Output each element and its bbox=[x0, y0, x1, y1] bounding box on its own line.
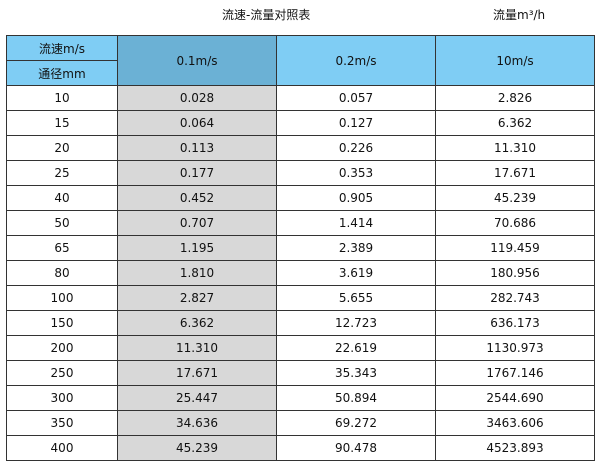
diameter-header: 通径mm bbox=[6, 60, 118, 86]
table-row: 100 2.827 5.655 282.743 bbox=[6, 285, 595, 311]
diameter-cell: 40 bbox=[6, 185, 118, 211]
flow-cell: 90.478 bbox=[276, 435, 436, 461]
column-header: 0.1m/s bbox=[117, 35, 277, 86]
diameter-cell: 20 bbox=[6, 135, 118, 161]
flow-cell: 1.414 bbox=[276, 210, 436, 236]
header-row: 流速m/s 0.1m/s 0.2m/s 10m/s bbox=[6, 35, 595, 86]
diameter-cell: 350 bbox=[6, 410, 118, 436]
diameter-cell: 100 bbox=[6, 285, 118, 311]
diameter-cell: 150 bbox=[6, 310, 118, 336]
header-row: 通径mm bbox=[6, 60, 595, 86]
flow-cell: 0.905 bbox=[276, 185, 436, 211]
flow-cell: 69.272 bbox=[276, 410, 436, 436]
table-row: 400 45.239 90.478 4523.893 bbox=[6, 435, 595, 461]
diameter-cell: 65 bbox=[6, 235, 118, 261]
flow-cell: 5.655 bbox=[276, 285, 436, 311]
flow-cell: 3.619 bbox=[276, 260, 436, 286]
diameter-cell: 400 bbox=[6, 435, 118, 461]
diameter-cell: 80 bbox=[6, 260, 118, 286]
table-row: 80 1.810 3.619 180.956 bbox=[6, 260, 595, 286]
table-row: 300 25.447 50.894 2544.690 bbox=[6, 385, 595, 411]
flow-cell: 0.353 bbox=[276, 160, 436, 186]
flow-cell: 12.723 bbox=[276, 310, 436, 336]
diameter-cell: 250 bbox=[6, 360, 118, 386]
flow-cell: 4523.893 bbox=[435, 435, 595, 461]
flow-cell: 0.113 bbox=[117, 135, 277, 161]
table-row: 200 11.310 22.619 1130.973 bbox=[6, 335, 595, 361]
flow-cell: 0.226 bbox=[276, 135, 436, 161]
diameter-cell: 10 bbox=[6, 85, 118, 111]
flow-cell: 0.127 bbox=[276, 110, 436, 136]
velocity-header: 流速m/s bbox=[6, 35, 118, 61]
flow-cell: 0.707 bbox=[117, 210, 277, 236]
flow-table: 流速m/s 0.1m/s 0.2m/s 10m/s 通径mm 10 0.028 0.… bbox=[6, 35, 595, 461]
flow-cell: 22.619 bbox=[276, 335, 436, 361]
table-row: 15 0.064 0.127 6.362 bbox=[6, 110, 595, 136]
table-row: 350 34.636 69.272 3463.606 bbox=[6, 410, 595, 436]
flow-cell: 25.447 bbox=[117, 385, 277, 411]
diameter-cell: 15 bbox=[6, 110, 118, 136]
column-header: 0.2m/s bbox=[276, 35, 436, 86]
table-row: 40 0.452 0.905 45.239 bbox=[6, 185, 595, 211]
flow-cell: 0.177 bbox=[117, 160, 277, 186]
flow-cell: 0.028 bbox=[117, 85, 277, 111]
column-header: 10m/s bbox=[435, 35, 595, 86]
flow-cell: 6.362 bbox=[435, 110, 595, 136]
flow-cell: 180.956 bbox=[435, 260, 595, 286]
flow-cell: 50.894 bbox=[276, 385, 436, 411]
flow-cell: 6.362 bbox=[117, 310, 277, 336]
flow-cell: 2.827 bbox=[117, 285, 277, 311]
table-row: 25 0.177 0.353 17.671 bbox=[6, 160, 595, 186]
flow-cell: 1767.146 bbox=[435, 360, 595, 386]
flow-cell: 45.239 bbox=[117, 435, 277, 461]
flow-cell: 2.389 bbox=[276, 235, 436, 261]
flow-cell: 17.671 bbox=[117, 360, 277, 386]
flow-cell: 70.686 bbox=[435, 210, 595, 236]
flow-cell: 0.064 bbox=[117, 110, 277, 136]
flow-cell: 3463.606 bbox=[435, 410, 595, 436]
diameter-cell: 300 bbox=[6, 385, 118, 411]
table-row: 50 0.707 1.414 70.686 bbox=[6, 210, 595, 236]
flow-cell: 2544.690 bbox=[435, 385, 595, 411]
table-title: 流速-流量对照表 bbox=[222, 8, 311, 22]
flow-cell: 11.310 bbox=[435, 135, 595, 161]
table-row: 250 17.671 35.343 1767.146 bbox=[6, 360, 595, 386]
flow-cell: 35.343 bbox=[276, 360, 436, 386]
flow-cell: 0.452 bbox=[117, 185, 277, 211]
flow-cell: 34.636 bbox=[117, 410, 277, 436]
flow-cell: 45.239 bbox=[435, 185, 595, 211]
flow-cell: 0.057 bbox=[276, 85, 436, 111]
flow-cell: 1130.973 bbox=[435, 335, 595, 361]
unit-label: 流量m³/h bbox=[493, 8, 546, 22]
table-row: 10 0.028 0.057 2.826 bbox=[6, 85, 595, 111]
flow-cell: 1.810 bbox=[117, 260, 277, 286]
flow-cell: 1.195 bbox=[117, 235, 277, 261]
diameter-cell: 200 bbox=[6, 335, 118, 361]
flow-cell: 636.173 bbox=[435, 310, 595, 336]
table-row: 65 1.195 2.389 119.459 bbox=[6, 235, 595, 261]
table-row: 150 6.362 12.723 636.173 bbox=[6, 310, 595, 336]
flow-cell: 282.743 bbox=[435, 285, 595, 311]
flow-cell: 119.459 bbox=[435, 235, 595, 261]
flow-cell: 17.671 bbox=[435, 160, 595, 186]
diameter-cell: 50 bbox=[6, 210, 118, 236]
diameter-cell: 25 bbox=[6, 160, 118, 186]
table-row: 20 0.113 0.226 11.310 bbox=[6, 135, 595, 161]
flow-cell: 11.310 bbox=[117, 335, 277, 361]
flow-cell: 2.826 bbox=[435, 85, 595, 111]
